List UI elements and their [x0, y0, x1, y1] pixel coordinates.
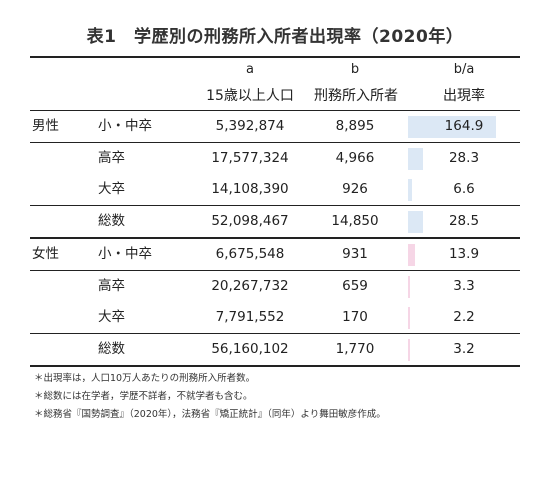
- rate-bar: [408, 148, 423, 170]
- table-header: a b b/a 15歳以上人口 刑務所入所者 出現率: [30, 56, 520, 111]
- population-value: 17,577,324: [211, 150, 289, 166]
- rate-value: 3.3: [453, 278, 475, 294]
- population-value: 5,392,874: [215, 118, 285, 134]
- rate-value: 2.2: [453, 309, 475, 325]
- rate-value: 13.9: [448, 246, 480, 262]
- table-row: 女性 小・中卒 6,675,548 931 13.9: [30, 237, 520, 270]
- col-a-letter: a: [246, 62, 254, 77]
- table-row: 高卒 20,267,732 659 3.3: [30, 270, 520, 302]
- inmates-value: 170: [342, 309, 368, 325]
- group-label: [32, 143, 84, 174]
- rate-bar: [408, 276, 410, 298]
- col-b-letter: b: [350, 62, 360, 77]
- rate-bar: [408, 307, 410, 329]
- education-label: 総数: [98, 213, 125, 229]
- rate-value: 3.2: [453, 341, 475, 357]
- inmates-value: 926: [342, 181, 368, 197]
- population-value: 6,675,548: [215, 246, 285, 262]
- rate-bar: [408, 116, 496, 138]
- rate-value: 28.3: [448, 150, 480, 166]
- inmates-value: 931: [342, 246, 368, 262]
- education-label: 総数: [98, 341, 125, 357]
- table-row: 大卒 14,108,390 926 6.6: [30, 174, 520, 205]
- group-label: [32, 334, 84, 365]
- col-ratio-letter: b/a: [453, 62, 475, 77]
- data-table: a b b/a 15歳以上人口 刑務所入所者 出現率 男性 小・中卒 5,392…: [30, 56, 520, 367]
- footnote: ＊総数には在学者，学歴不詳者，不就学者も含む。: [34, 391, 253, 402]
- rate-bar: [408, 179, 412, 201]
- table-row: 総数 56,160,102 1,770 3.2: [30, 333, 520, 367]
- education-label: 高卒: [98, 278, 125, 294]
- table-row: 大卒 7,791,552 170 2.2: [30, 302, 520, 333]
- group-label: [32, 271, 84, 302]
- col-b-label: 刑務所入所者: [314, 88, 398, 104]
- rate-value: 164.9: [444, 118, 484, 134]
- table-body: 男性 小・中卒 5,392,874 8,895 164.9 高卒 17,577,…: [30, 111, 520, 367]
- population-value: 7,791,552: [215, 309, 285, 325]
- col-a-label: 15歳以上人口: [206, 88, 294, 104]
- inmates-value: 4,966: [335, 150, 375, 166]
- footnote: ＊出現率は，人口10万人あたりの刑務所入所者数。: [34, 373, 256, 384]
- education-label: 高卒: [98, 150, 125, 166]
- rate-bar: [408, 211, 423, 233]
- group-label: [32, 174, 84, 205]
- inmates-value: 8,895: [335, 118, 375, 134]
- education-label: 小・中卒: [98, 118, 152, 134]
- rate-value: 6.6: [453, 181, 475, 197]
- education-label: 大卒: [98, 309, 125, 325]
- inmates-value: 1,770: [335, 341, 375, 357]
- group-label: 男性: [32, 118, 59, 134]
- group-label: 女性: [32, 246, 59, 262]
- inmates-value: 659: [342, 278, 368, 294]
- education-label: 小・中卒: [98, 246, 152, 262]
- group-label: [32, 206, 84, 237]
- table-row: 男性 小・中卒 5,392,874 8,895 164.9: [30, 111, 520, 142]
- rate-bar: [408, 339, 410, 361]
- table-row: 総数 52,098,467 14,850 28.5: [30, 205, 520, 237]
- rate-bar: [408, 244, 415, 266]
- population-value: 56,160,102: [211, 341, 289, 357]
- population-value: 52,098,467: [211, 213, 289, 229]
- table-title: 表1 学歴別の刑務所入所者出現率（2020年）: [86, 27, 464, 47]
- table-row: 高卒 17,577,324 4,966 28.3: [30, 142, 520, 174]
- inmates-value: 14,850: [331, 213, 379, 229]
- rate-value: 28.5: [448, 213, 480, 229]
- population-value: 14,108,390: [211, 181, 289, 197]
- education-label: 大卒: [98, 181, 125, 197]
- col-ratio-label: 出現率: [443, 88, 485, 104]
- footnotes: ＊出現率は，人口10万人あたりの刑務所入所者数。 ＊総数には在学者，学歴不詳者，…: [34, 370, 386, 424]
- group-label: [32, 302, 84, 333]
- footnote: ＊総務省『国勢調査』（2020年），法務省『矯正統計』（同年）より舞田敏彦作成。: [34, 409, 386, 420]
- population-value: 20,267,732: [211, 278, 289, 294]
